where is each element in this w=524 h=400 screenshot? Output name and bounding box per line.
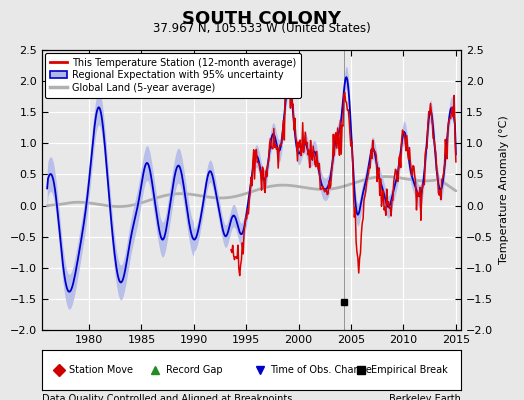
Text: Berkeley Earth: Berkeley Earth — [389, 394, 461, 400]
Text: Time of Obs. Change: Time of Obs. Change — [270, 365, 372, 375]
Y-axis label: Temperature Anomaly (°C): Temperature Anomaly (°C) — [499, 116, 509, 264]
Text: Record Gap: Record Gap — [166, 365, 222, 375]
Text: 37.967 N, 105.533 W (United States): 37.967 N, 105.533 W (United States) — [153, 22, 371, 35]
Text: Data Quality Controlled and Aligned at Breakpoints: Data Quality Controlled and Aligned at B… — [42, 394, 292, 400]
Legend: This Temperature Station (12-month average), Regional Expectation with 95% uncer: This Temperature Station (12-month avera… — [45, 53, 301, 98]
Text: Station Move: Station Move — [69, 365, 133, 375]
Text: Empirical Break: Empirical Break — [371, 365, 447, 375]
Text: SOUTH COLONY: SOUTH COLONY — [182, 10, 342, 28]
